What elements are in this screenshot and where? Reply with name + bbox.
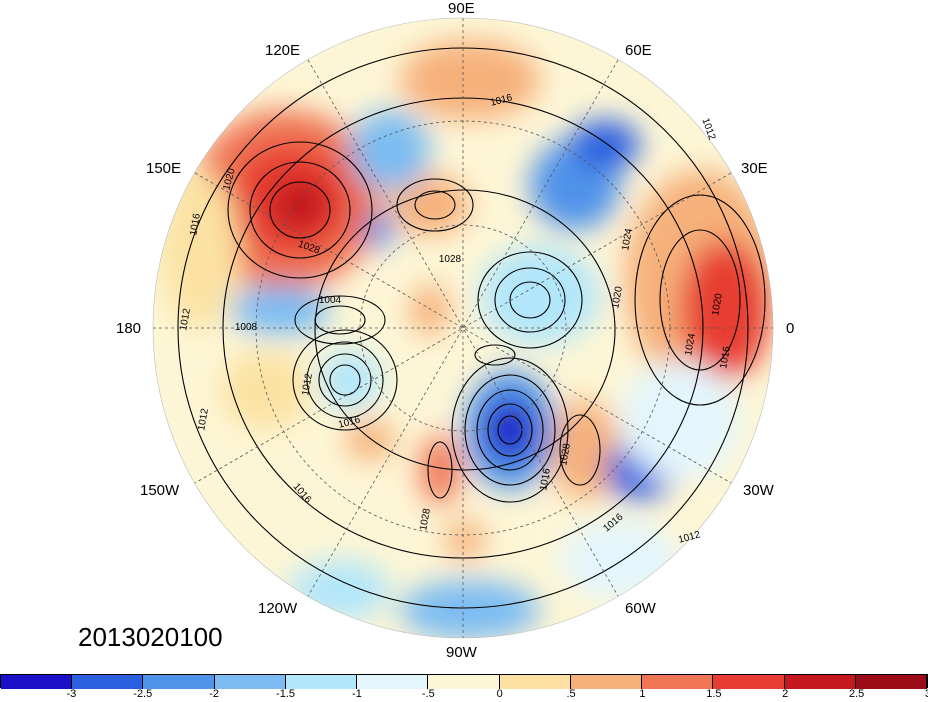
colorbar-segment <box>428 675 500 689</box>
colorbar-segment <box>357 675 429 689</box>
lon-label-90e: 90E <box>448 0 475 17</box>
colorbar-tick-label: -.5 <box>421 688 435 700</box>
colorbar-tick-label: .5 <box>566 688 576 700</box>
colorbar-segment <box>713 675 785 689</box>
isobar-label: 1020 <box>610 285 625 309</box>
isobar-label: 1016 <box>538 467 553 491</box>
isobar-label: 1028 <box>558 442 573 466</box>
lon-label-180: 180 <box>116 320 142 337</box>
isobar-label: 1024 <box>620 227 635 251</box>
lon-label-150e: 150E <box>146 160 182 177</box>
colorbar-tick-label: 0 <box>496 688 503 700</box>
colorbar-segment <box>72 675 144 689</box>
colorbar-segment <box>784 675 856 689</box>
lon-label-30w: 30W <box>743 482 774 499</box>
isobar-label: 1016 <box>718 345 733 369</box>
colorbar-tick-label: -1 <box>352 688 362 700</box>
lon-label-120e: 120E <box>265 42 301 59</box>
isobar-label: 1012 <box>300 372 315 396</box>
isobar-label: 1020 <box>710 292 725 316</box>
colorbar-tick-label: 3 <box>925 688 928 700</box>
isobar-label: 1016 <box>188 212 203 236</box>
colorbar-segment <box>143 675 215 689</box>
isobar-label: 1012 <box>178 307 193 331</box>
colorbar-tick-label: 1 <box>639 688 646 700</box>
colorbar-tick-label: 2.5 <box>848 688 865 700</box>
graticule <box>153 18 773 638</box>
isobar-label-layer: 1016 1012 1020 1028 1016 1028 1024 1020 1004 1008… <box>178 92 733 545</box>
lon-label-90w: 90W <box>446 644 477 661</box>
isobar-label: 1004 <box>319 295 342 306</box>
colorbar-tick-label: 1.5 <box>706 688 722 700</box>
lon-label-60w: 60W <box>625 600 656 617</box>
lon-label-0: 0 <box>786 320 795 337</box>
lon-label-150w: 150W <box>140 482 180 499</box>
colorbar-segment <box>214 675 286 689</box>
polar-map: 1016 1012 1020 1028 1016 1028 1024 1020 1004 1008… <box>152 17 774 639</box>
map-boundary <box>152 17 774 639</box>
colorbar <box>0 674 928 689</box>
colorbar-segment <box>285 675 358 689</box>
anomaly-shading <box>153 18 773 638</box>
colorbar-tick-label: -3 <box>66 688 77 700</box>
colorbar-segment <box>570 675 643 689</box>
colorbar-tick-label: -1.5 <box>276 688 296 700</box>
colorbar-tick-label: 2 <box>782 688 789 700</box>
isobar-label: 1028 <box>418 507 433 531</box>
isobar-label: 1008 <box>235 322 258 333</box>
lon-label-30e: 30E <box>741 160 768 177</box>
colorbar-tick-label: -2 <box>209 688 220 700</box>
lon-label-120w: 120W <box>258 600 298 617</box>
isobar-label: 1028 <box>439 254 462 265</box>
colorbar-segment <box>855 675 928 689</box>
colorbar-tick-label: -2.5 <box>133 688 153 700</box>
date-stamp: 2013020100 <box>78 622 223 652</box>
colorbar-segment <box>1 675 73 689</box>
isobar-label: 1012 <box>196 407 211 431</box>
colorbar-segment <box>642 675 714 689</box>
isobar-label: 1024 <box>683 332 698 356</box>
colorbar-segment <box>499 675 571 689</box>
lon-label-60e: 60E <box>625 42 652 59</box>
